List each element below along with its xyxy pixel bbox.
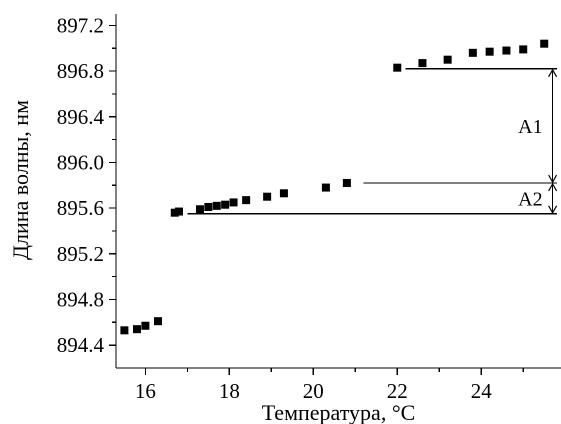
data-point: [342, 179, 351, 188]
x-tick-label: 18: [219, 379, 240, 403]
y-tick-label: 896.4: [57, 105, 105, 129]
guides-layer: [187, 68, 557, 215]
y-tick-label: 895.2: [57, 242, 104, 266]
data-point: [519, 45, 528, 54]
data-point: [485, 47, 494, 56]
data-point: [195, 205, 204, 214]
data-point: [540, 39, 549, 48]
points-layer: [120, 39, 549, 335]
data-point: [443, 55, 452, 64]
data-point: [120, 326, 129, 335]
x-tick-label: 24: [471, 379, 493, 403]
data-point: [502, 46, 511, 55]
y-ticks-layer: 894.4 894.8 895.2 895.6 896.0 896.4 896.8 897.2: [57, 13, 116, 357]
x-tick-label: 16: [135, 379, 156, 403]
data-point: [468, 48, 477, 57]
data-point: [204, 202, 213, 211]
arrowhead-up: [548, 68, 558, 78]
y-tick-label: 896.0: [57, 150, 104, 174]
y-axis-title: Длина волны, нм: [8, 100, 33, 260]
arrowhead-down: [548, 174, 558, 184]
data-point: [174, 207, 183, 216]
a1-label: A1: [518, 116, 542, 138]
y-tick-label: 896.8: [57, 59, 104, 83]
data-point: [132, 325, 141, 334]
data-point: [393, 63, 402, 72]
data-point: [153, 317, 162, 326]
x-tick-label: 20: [303, 379, 324, 403]
x-axis-title: Температура, °C: [262, 400, 416, 424]
arrowhead-down: [548, 205, 558, 215]
y-tick-label: 894.8: [57, 287, 104, 311]
data-point: [170, 208, 179, 217]
y-tick-label: 894.4: [57, 333, 105, 357]
axes-layer: 16 18 20 22 24 894.4 894.8 895.2 895.6 896.0 896.…: [57, 13, 561, 403]
data-point: [141, 321, 150, 330]
y-tick-label: 895.6: [57, 196, 104, 220]
x-ticks-layer: 16 18 20 22 24: [135, 368, 524, 403]
x-tick-label: 22: [387, 379, 408, 403]
data-point: [279, 189, 288, 198]
data-point: [229, 198, 238, 207]
data-point: [242, 196, 251, 205]
arrowhead-up: [548, 182, 558, 192]
a2-label: A2: [518, 188, 542, 210]
data-point: [263, 192, 272, 201]
data-point: [212, 201, 221, 210]
data-point: [418, 59, 427, 68]
annotations-layer: A1 A2: [518, 68, 558, 215]
data-point: [321, 183, 330, 192]
data-point: [221, 200, 230, 209]
y-tick-label: 897.2: [57, 13, 104, 37]
